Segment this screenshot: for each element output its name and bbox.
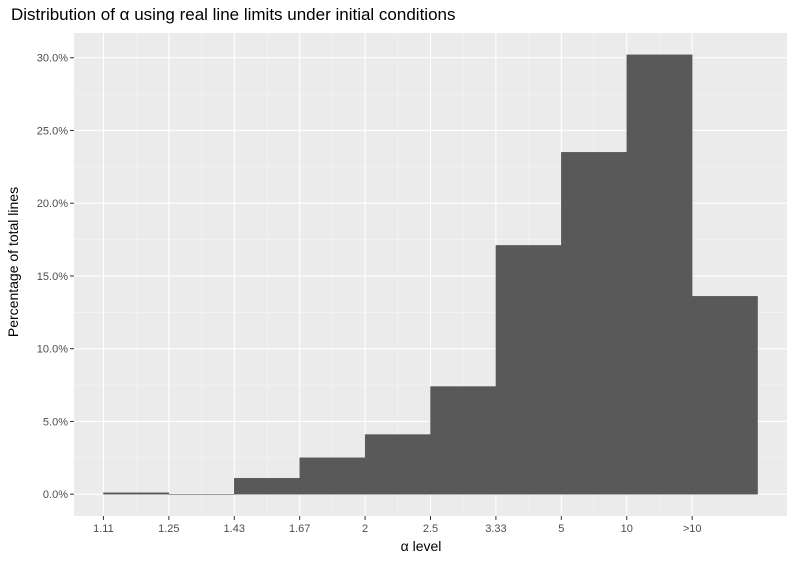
y-tick-label: 0.0% [43, 489, 68, 501]
bar-9 [626, 54, 693, 495]
x-tick-label: 1.67 [289, 523, 310, 535]
bar-8 [561, 152, 627, 495]
bar-2 [168, 494, 235, 495]
y-tick-label: 30.0% [37, 53, 68, 65]
y-tick-label: 10.0% [37, 344, 68, 356]
chart-title: Distribution of α using real line limits… [11, 5, 455, 24]
y-tick-label: 20.0% [37, 198, 68, 210]
x-tick-label: 1.43 [224, 523, 245, 535]
y-tick-label: 25.0% [37, 125, 68, 137]
y-axis: 0.0% 5.0% 10.0% 15.0% 20.0% 25.0% 30.0% [37, 53, 74, 501]
x-axis: 1.11 1.25 1.43 1.67 2 2.5 3.33 5 10 >10 [93, 516, 701, 535]
bar-5 [364, 434, 431, 495]
y-tick-label: 5.0% [43, 416, 68, 428]
bar-1 [103, 492, 170, 495]
x-tick-label: 2.5 [423, 523, 438, 535]
bar-6 [430, 386, 497, 495]
x-tick-label: 1.25 [158, 523, 179, 535]
x-tick-label: >10 [683, 523, 702, 535]
x-axis-title: α level [401, 538, 442, 554]
x-tick-label: 1.11 [93, 523, 114, 535]
bars [103, 54, 758, 495]
y-axis-title: Percentage of total lines [5, 187, 21, 337]
bar-10 [691, 296, 758, 495]
y-tick-label: 15.0% [37, 271, 68, 283]
bar-7 [495, 245, 562, 495]
x-tick-label: 10 [621, 523, 633, 535]
x-tick-label: 3.33 [485, 523, 506, 535]
x-tick-label: 5 [558, 523, 564, 535]
bar-4 [299, 457, 366, 495]
x-tick-label: 2 [362, 523, 368, 535]
bar-3 [234, 477, 300, 495]
